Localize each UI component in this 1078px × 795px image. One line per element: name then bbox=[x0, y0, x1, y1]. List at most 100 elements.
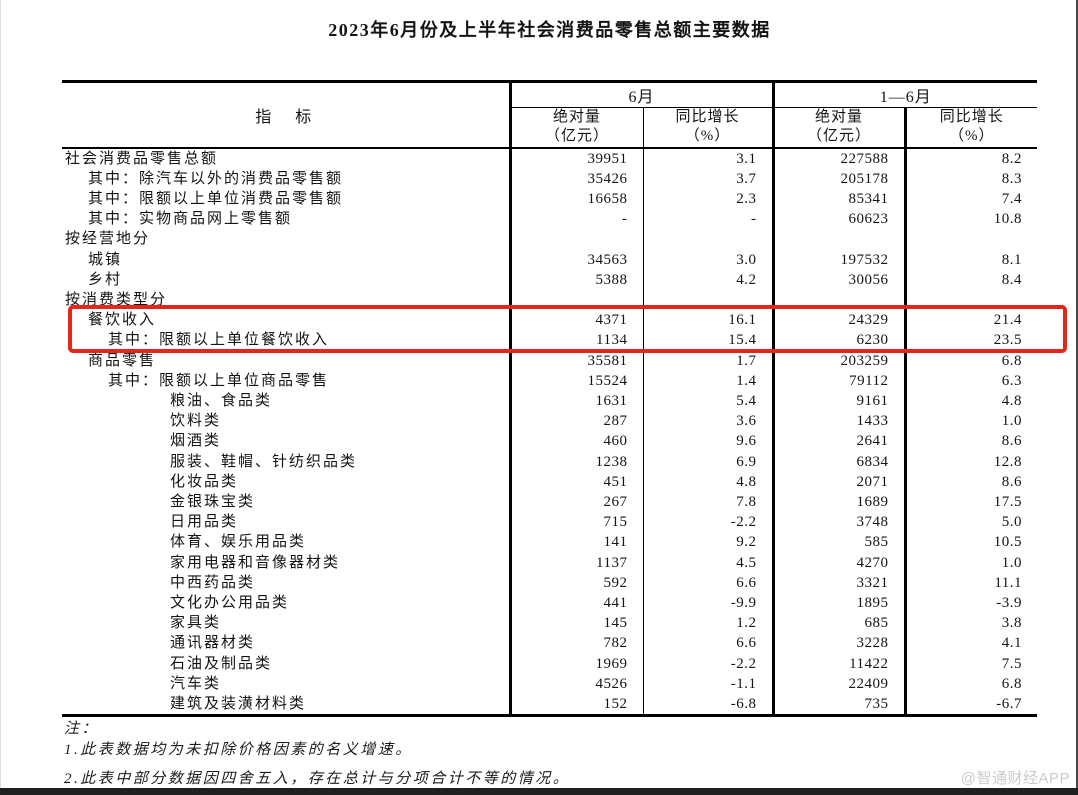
cell-jun_yoy: 2.3 bbox=[642, 188, 774, 210]
header-indicator: 指 标 bbox=[62, 81, 510, 149]
row-label: 建筑及装潢材料类 bbox=[170, 695, 307, 712]
cell-h1_yoy: 8.3 bbox=[903, 168, 1038, 189]
cell-h1_yoy: 8.1 bbox=[903, 249, 1038, 270]
cell-h1_yoy: 12.8 bbox=[903, 451, 1038, 472]
cell-h1_abs: 60623 bbox=[771, 209, 906, 230]
bottom-bar bbox=[0, 788, 1078, 795]
cell-h1_abs: 6230 bbox=[771, 330, 906, 351]
cell-h1_abs: 1895 bbox=[771, 592, 906, 614]
cell-jun_abs: 592 bbox=[508, 572, 643, 593]
cell-h1_abs: 9161 bbox=[771, 390, 906, 412]
cell-jun_yoy: -9.9 bbox=[642, 592, 774, 614]
cell-h1_yoy: 6.8 bbox=[903, 673, 1038, 694]
cell-jun_abs: 1238 bbox=[508, 451, 643, 472]
row-label: 石油及制品类 bbox=[170, 655, 273, 672]
cell-jun_yoy: 3.1 bbox=[642, 147, 774, 169]
cell-h1_abs bbox=[771, 229, 906, 250]
cell-jun_abs bbox=[508, 229, 643, 250]
row-label: 中西药品类 bbox=[170, 574, 256, 591]
cell-jun_yoy: 3.6 bbox=[642, 411, 774, 432]
row-label: 家具类 bbox=[170, 615, 222, 632]
table-row: 按消费类型分 bbox=[62, 289, 1038, 311]
cell-h1_abs: 22409 bbox=[771, 673, 906, 694]
row-label: 化妆品类 bbox=[170, 473, 239, 490]
cell-jun_yoy: 3.0 bbox=[642, 249, 774, 270]
cell-h1_yoy bbox=[903, 289, 1038, 311]
table-row: 化妆品类 451 4.8 2071 8.6 bbox=[62, 471, 1038, 492]
table-row: 体育、娱乐用品类 141 9.2 585 10.5 bbox=[62, 532, 1038, 553]
table-row: 粮油、食品类 1631 5.4 9161 4.8 bbox=[62, 390, 1038, 412]
cell-jun_abs bbox=[508, 289, 643, 311]
header-group-june: 6月 bbox=[508, 81, 774, 108]
cell-h1_abs: 197532 bbox=[771, 249, 906, 270]
table-row: 服装、鞋帽、针纺织品类 1238 6.9 6834 12.8 bbox=[62, 451, 1038, 472]
cell-h1_abs: 3321 bbox=[771, 572, 906, 593]
cell-jun_abs: 1134 bbox=[508, 330, 643, 351]
cell-jun_abs: 5388 bbox=[508, 269, 643, 290]
cell-h1_yoy: 10.5 bbox=[903, 532, 1038, 553]
cell-h1_abs: 2071 bbox=[771, 471, 906, 492]
note-1: 1.此表数据均为未扣除价格因素的名义增速。 bbox=[64, 742, 413, 758]
cell-jun_yoy: 4.5 bbox=[642, 552, 774, 573]
cell-h1_abs: 24329 bbox=[771, 310, 906, 331]
cell-jun_yoy: -1.1 bbox=[642, 673, 774, 694]
cell-jun_yoy: 7.8 bbox=[642, 491, 774, 513]
cell-jun_abs: 16658 bbox=[508, 188, 643, 210]
cell-h1_yoy: 23.5 bbox=[903, 330, 1038, 351]
table-row: 烟酒类 460 9.6 2641 8.6 bbox=[62, 431, 1038, 452]
table-row: 家用电器和音像器材类 1137 4.5 4270 1.0 bbox=[62, 552, 1038, 573]
cell-h1_yoy: 8.4 bbox=[903, 269, 1038, 290]
row-label: 家用电器和音像器材类 bbox=[170, 554, 341, 571]
row-label: 餐饮收入 bbox=[88, 312, 157, 329]
table-header: 指 标 6月 1—6月 绝对量 （亿元） 同比增长 （%） 绝对量 （亿元） 同… bbox=[62, 81, 1038, 149]
cell-jun_yoy: 4.2 bbox=[642, 269, 774, 290]
table-row: 按经营地分 bbox=[62, 229, 1038, 250]
cell-jun_abs: 4371 bbox=[508, 310, 643, 331]
page-title: 2023年6月份及上半年社会消费品零售总额主要数据 bbox=[328, 20, 771, 40]
row-label: 服装、鞋帽、针纺织品类 bbox=[170, 453, 358, 470]
cell-h1_yoy: 6.8 bbox=[903, 350, 1038, 371]
cell-jun_abs: 1137 bbox=[508, 552, 643, 573]
table-row: 通讯器材类 782 6.6 3228 4.1 bbox=[62, 633, 1038, 654]
cell-jun_yoy: 1.4 bbox=[642, 370, 774, 391]
note-label: 注： bbox=[64, 721, 100, 737]
table-row: 日用品类 715 -2.2 3748 5.0 bbox=[62, 512, 1038, 533]
cell-h1_yoy: 1.0 bbox=[903, 411, 1038, 432]
cell-jun_abs: 152 bbox=[508, 693, 643, 716]
cell-jun_abs: 267 bbox=[508, 491, 643, 513]
row-label: 粮油、食品类 bbox=[170, 392, 273, 409]
cell-h1_yoy: 17.5 bbox=[903, 491, 1038, 513]
header-group-h1: 1—6月 bbox=[771, 81, 1038, 108]
cell-jun_abs: 1631 bbox=[508, 390, 643, 412]
cell-jun_abs: 35426 bbox=[508, 168, 643, 189]
cell-jun_yoy: 16.1 bbox=[642, 310, 774, 331]
cell-jun_abs: 451 bbox=[508, 471, 643, 492]
cell-h1_yoy: 5.0 bbox=[903, 512, 1038, 533]
table-row: 其中：限额以上单位消费品零售额 16658 2.3 85341 7.4 bbox=[62, 188, 1038, 210]
cell-h1_abs: 205178 bbox=[771, 168, 906, 189]
cell-jun_yoy: 4.8 bbox=[642, 471, 774, 492]
row-label: 按消费类型分 bbox=[65, 291, 168, 308]
row-label: 商品零售 bbox=[88, 352, 157, 369]
cell-h1_abs: 6834 bbox=[771, 451, 906, 472]
row-label: 乡村 bbox=[88, 271, 123, 288]
cell-jun_abs: 460 bbox=[508, 431, 643, 452]
left-edge-line bbox=[0, 0, 1, 795]
row-label: 其中：除汽车以外的消费品零售额 bbox=[88, 170, 344, 187]
watermark: @智通财经APP bbox=[960, 770, 1070, 787]
cell-h1_yoy: 4.8 bbox=[903, 390, 1038, 412]
note-2: 2.此表中部分数据因四舍五入，存在总计与分项合计不等的情况。 bbox=[64, 771, 571, 787]
cell-jun_abs: 1969 bbox=[508, 653, 643, 674]
table-row: 饮料类 287 3.6 1433 1.0 bbox=[62, 411, 1038, 432]
retail-sales-table: 指 标 6月 1—6月 绝对量 （亿元） 同比增长 （%） 绝对量 （亿元） 同… bbox=[62, 80, 1038, 718]
table-row: 其中：限额以上单位商品零售 15524 1.4 79112 6.3 bbox=[62, 370, 1038, 391]
cell-h1_yoy: -3.9 bbox=[903, 592, 1038, 614]
cell-jun_yoy: 1.7 bbox=[642, 350, 774, 371]
row-label: 社会消费品零售总额 bbox=[65, 150, 219, 167]
cell-h1_abs: 203259 bbox=[771, 350, 906, 371]
header-h1-absolute: 绝对量 （亿元） bbox=[771, 107, 906, 149]
table-row: 石油及制品类 1969 -2.2 11422 7.5 bbox=[62, 653, 1038, 674]
header-june-absolute: 绝对量 （亿元） bbox=[508, 107, 643, 149]
table-row: 汽车类 4526 -1.1 22409 6.8 bbox=[62, 673, 1038, 694]
cell-h1_abs: 79112 bbox=[771, 370, 906, 391]
